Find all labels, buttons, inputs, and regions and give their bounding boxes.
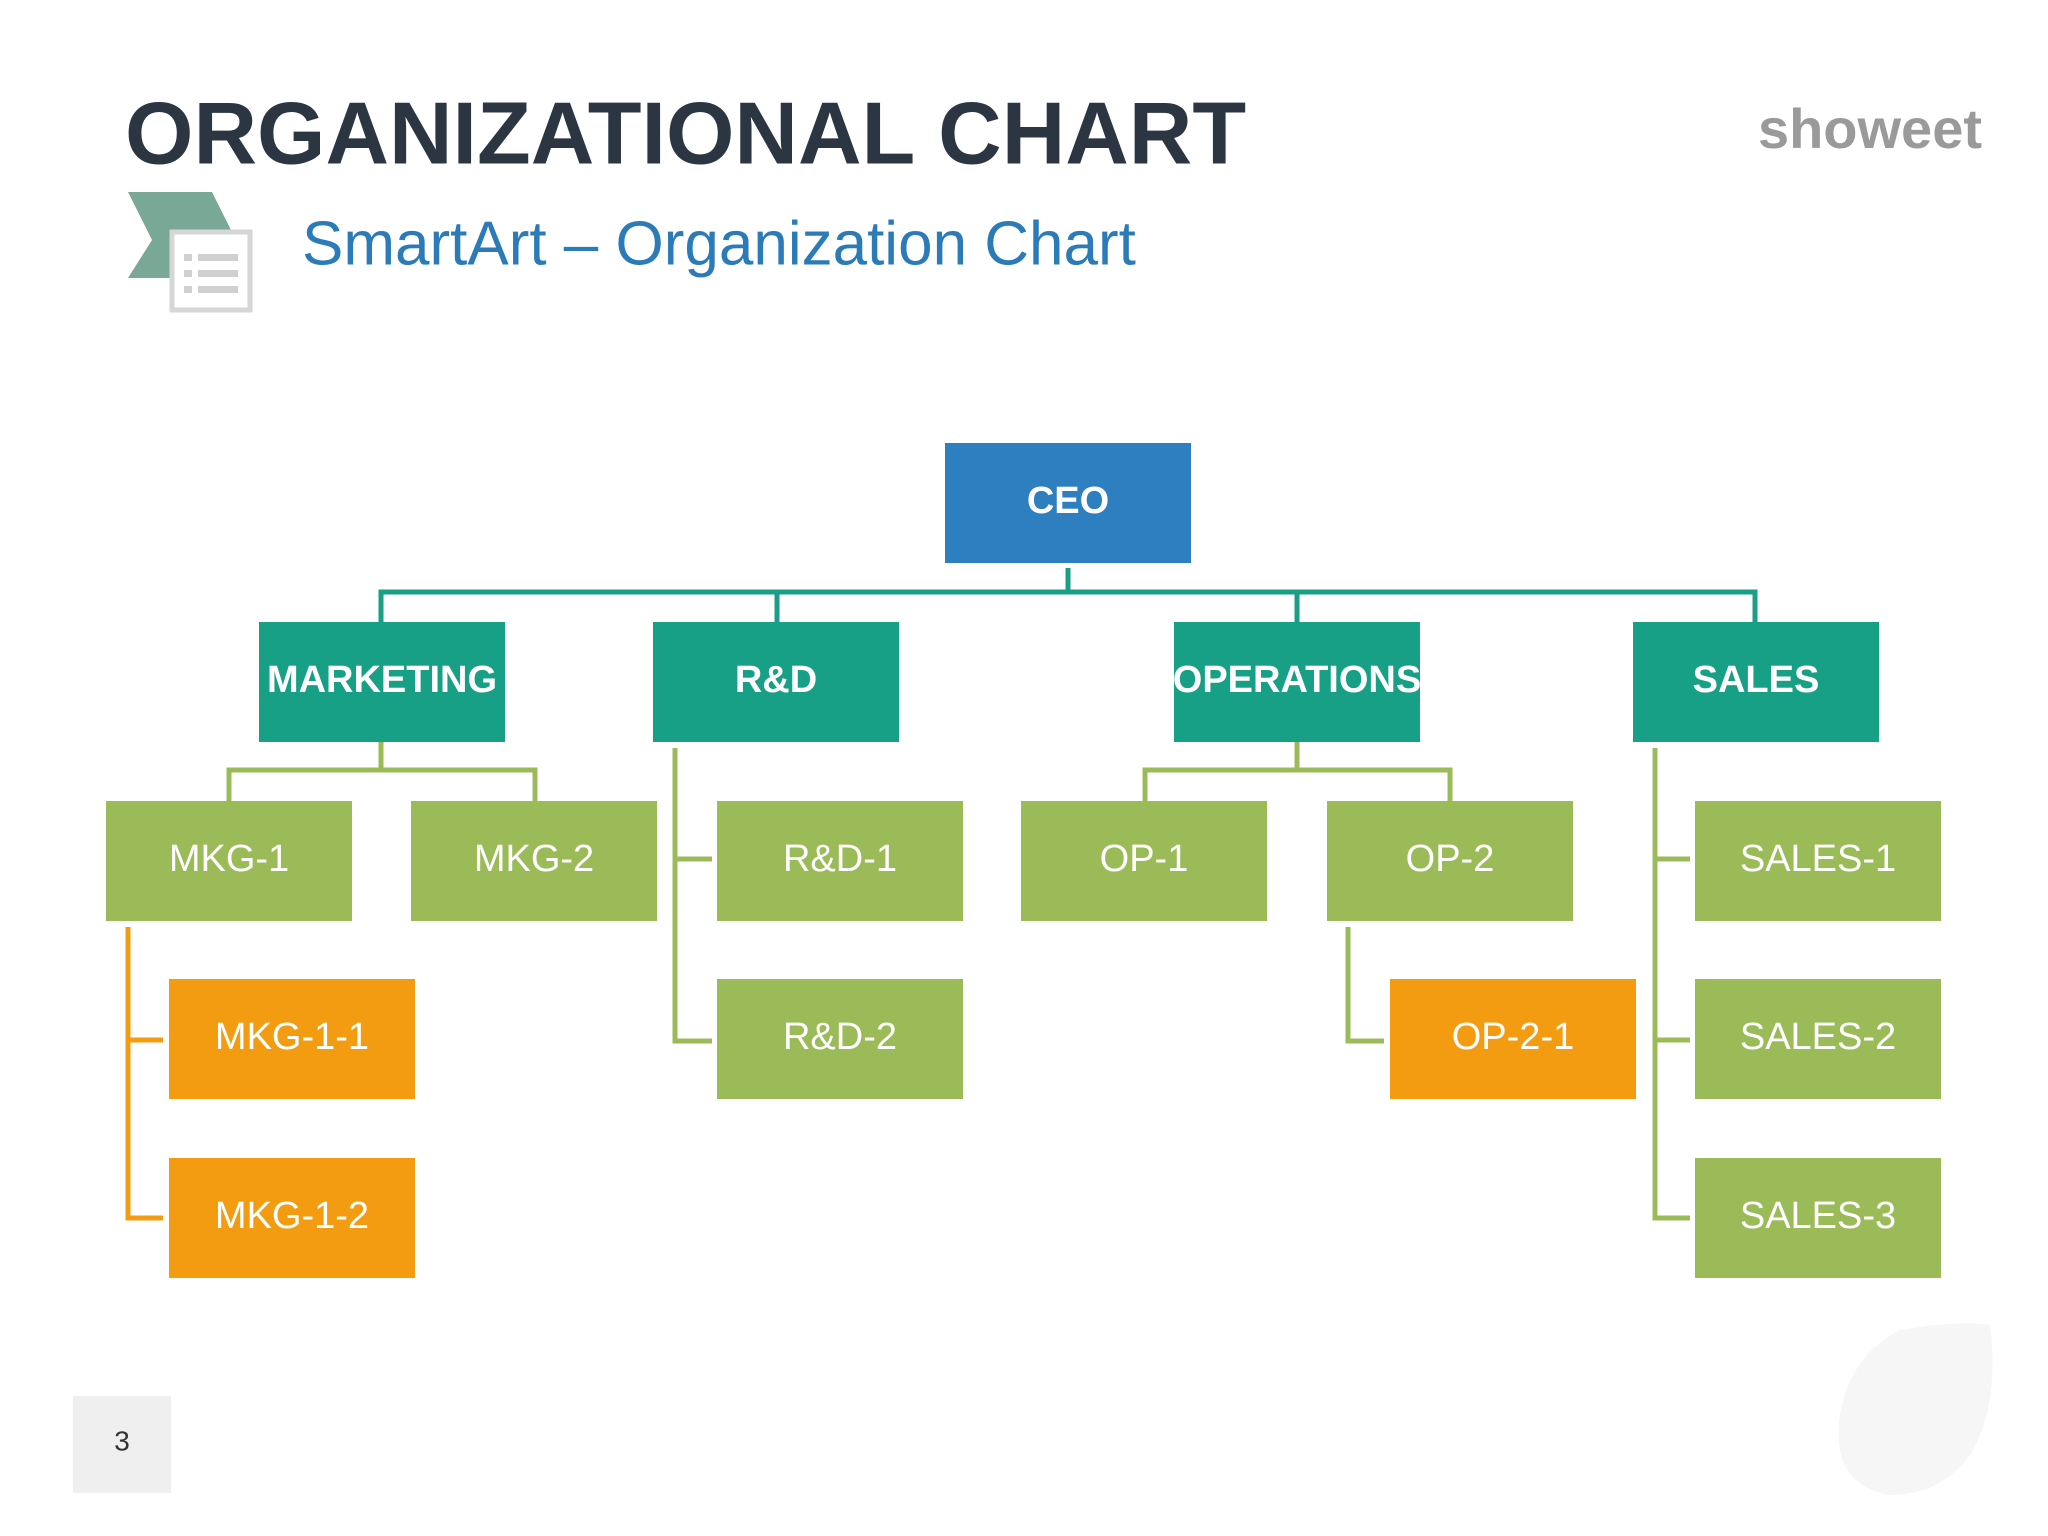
- page-number-box: [73, 1396, 171, 1493]
- node-label: R&D: [735, 659, 817, 701]
- subtitle: SmartArt – Organization Chart: [302, 209, 1136, 278]
- node-label: OP-2: [1406, 838, 1495, 880]
- org-node: [169, 979, 415, 1099]
- org-node: [1174, 622, 1420, 742]
- org-node: [106, 801, 352, 921]
- org-node: [1695, 1158, 1941, 1278]
- node-label: CEO: [1027, 480, 1109, 522]
- title: ORGANIZATIONAL CHART: [125, 83, 1246, 182]
- connectors: [125, 568, 1758, 1221]
- node-label: MKG-2: [474, 838, 594, 880]
- page-number: 3: [114, 1425, 130, 1456]
- node-label: SALES-3: [1740, 1195, 1896, 1237]
- org-node: [945, 443, 1191, 563]
- org-node: [411, 801, 657, 921]
- node-label: MKG-1-2: [215, 1195, 369, 1237]
- org-node: [1390, 979, 1636, 1099]
- node-label: MKG-1-1: [215, 1016, 369, 1058]
- node-label: OP-2-1: [1452, 1016, 1574, 1058]
- node-label: R&D-2: [783, 1016, 897, 1058]
- org-node: [1633, 622, 1879, 742]
- logo: showeet: [1758, 97, 1982, 160]
- node-label: MKG-1: [169, 838, 289, 880]
- node-label: SALES: [1693, 659, 1820, 701]
- org-node: [1695, 801, 1941, 921]
- org-node: [717, 979, 963, 1099]
- node-label: R&D-1: [783, 838, 897, 880]
- node-label: OPERATIONS: [1173, 659, 1421, 701]
- org-node: [1327, 801, 1573, 921]
- node-label: MARKETING: [267, 659, 497, 701]
- org-node: [717, 801, 963, 921]
- org-nodes: CEO MARKETING R&D OPERATIONS SALES MKG-1 MKG-2…: [106, 443, 1941, 1278]
- org-node: [169, 1158, 415, 1278]
- node-label: SALES-2: [1740, 1016, 1896, 1058]
- watermark: [1838, 1323, 1993, 1495]
- node-label: OP-1: [1100, 838, 1189, 880]
- org-node: [653, 622, 899, 742]
- subtitle-icon: [128, 192, 253, 313]
- org-node: [259, 622, 505, 742]
- org-node: [1695, 979, 1941, 1099]
- node-label: SALES-1: [1740, 838, 1896, 880]
- org-node: [1021, 801, 1267, 921]
